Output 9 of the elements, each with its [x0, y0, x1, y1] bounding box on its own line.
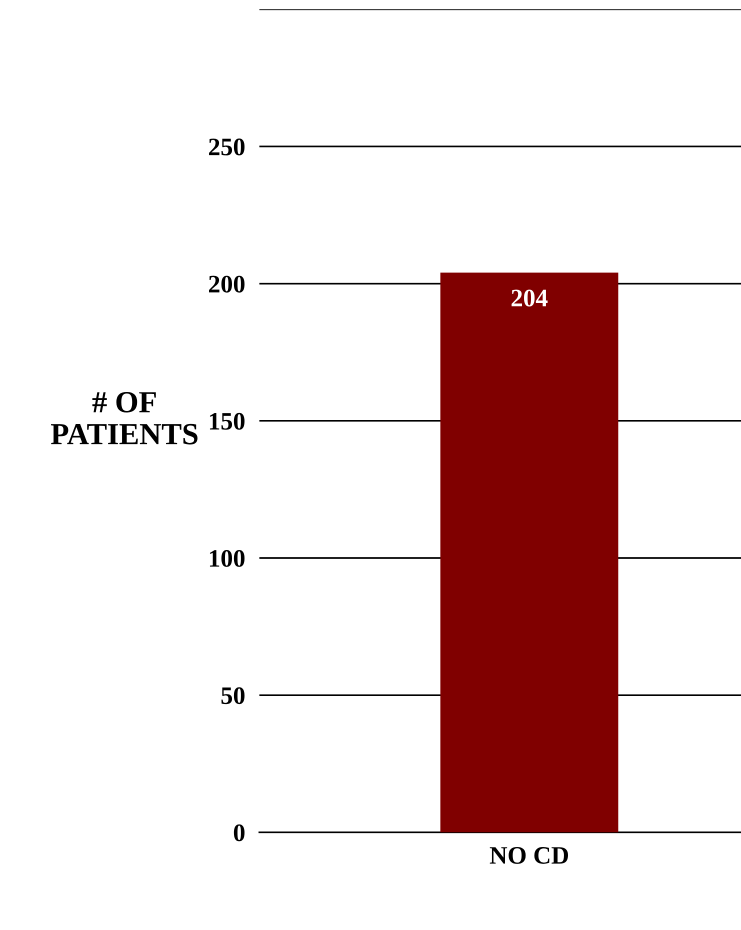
y-tick-label: 250 [209, 138, 245, 156]
x-tick-label: NO CD [490, 847, 568, 864]
y-tick-label: 150 [210, 412, 245, 430]
y-tick-label: 0 [234, 824, 245, 842]
y-tick-label: 100 [210, 550, 245, 567]
y-axis-title: # OF PATIENTS [50, 392, 198, 444]
y-tick-label: 50 [221, 687, 245, 704]
y-tick-label: 200 [209, 276, 245, 293]
data-label: 204 [512, 290, 548, 306]
